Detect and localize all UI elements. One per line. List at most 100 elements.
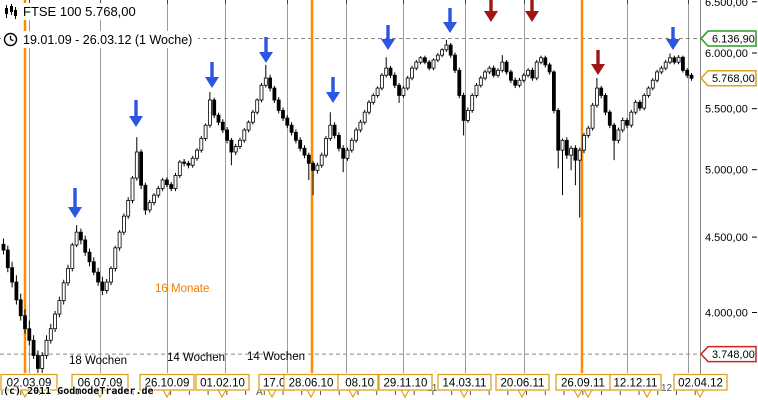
price-tags: 6.136,90 5.768,00 3.748,00 bbox=[699, 30, 757, 363]
cycle-width-label: 18 Wochen bbox=[69, 355, 127, 367]
candle-up bbox=[44, 339, 49, 356]
candle-down bbox=[504, 61, 509, 73]
clock-icon bbox=[3, 32, 18, 47]
candle-up bbox=[126, 200, 131, 217]
candle-down bbox=[448, 44, 453, 56]
candle-down bbox=[298, 139, 303, 149]
date-tag: 14.03.11 bbox=[437, 373, 492, 399]
candle-down bbox=[139, 151, 144, 186]
marker-lines bbox=[0, 38, 700, 355]
candle-up bbox=[147, 202, 152, 211]
candle-up bbox=[470, 95, 475, 111]
price-grid bbox=[1, 0, 696, 395]
candle-down bbox=[100, 281, 105, 291]
y-axis-label: 4.500,00 bbox=[705, 232, 748, 244]
candle-up bbox=[435, 54, 440, 61]
candle-down bbox=[685, 69, 690, 76]
date-axis-tags: 02.03.09 06.07.09 26.10.09 01.02.10 17.0 08.1… bbox=[0, 373, 728, 399]
cycle-width-label: 14 Wochen bbox=[247, 351, 305, 363]
blue-down-arrow-icon bbox=[205, 62, 219, 88]
candle-up bbox=[496, 69, 500, 76]
candle-down bbox=[461, 95, 466, 121]
candle-up bbox=[590, 104, 595, 129]
candle-up bbox=[130, 177, 135, 201]
candle-down bbox=[143, 184, 148, 211]
candle-up bbox=[324, 138, 328, 156]
blue-down-arrow-icon bbox=[381, 25, 395, 50]
candlestick-chart-icon bbox=[3, 4, 18, 19]
candle-up bbox=[384, 67, 389, 76]
candle-down bbox=[31, 339, 36, 356]
candle-down bbox=[491, 67, 496, 76]
date-tag: 12.12.11 bbox=[609, 373, 662, 399]
candle-down bbox=[457, 69, 462, 96]
candle-down bbox=[10, 267, 15, 283]
candle-up bbox=[577, 149, 582, 161]
date-tag: 08.10 bbox=[329, 373, 379, 399]
candle-down bbox=[556, 110, 561, 151]
svg-text:29.11.10: 29.11.10 bbox=[384, 378, 428, 390]
candle-down bbox=[513, 79, 518, 86]
candle-up bbox=[650, 79, 655, 89]
watermark: (c) 2011 GodmodeTrader.de bbox=[3, 386, 154, 397]
candle-up bbox=[74, 231, 79, 246]
candle-up bbox=[379, 74, 384, 89]
candle-up bbox=[40, 355, 45, 369]
candle-down bbox=[599, 87, 604, 96]
candle-down bbox=[182, 161, 187, 164]
candle-down bbox=[427, 61, 432, 69]
candle-up bbox=[414, 61, 419, 69]
price-tag: 5.768,00 bbox=[699, 69, 757, 87]
candle-up bbox=[122, 215, 126, 233]
candle-up bbox=[259, 84, 264, 101]
candle-down bbox=[285, 117, 290, 126]
candle-up bbox=[478, 77, 483, 86]
candle-up bbox=[668, 57, 672, 63]
candle-down bbox=[341, 147, 346, 159]
candle-up bbox=[160, 179, 165, 189]
candle-up bbox=[560, 139, 565, 151]
date-tag: 28.06.10 bbox=[283, 373, 339, 399]
candle-down bbox=[216, 114, 221, 123]
candle-down bbox=[689, 74, 694, 79]
red-down-arrow-icon bbox=[591, 50, 605, 75]
candle-up bbox=[190, 157, 195, 166]
candle-down bbox=[91, 261, 96, 273]
candle-down bbox=[96, 271, 100, 283]
candle-down bbox=[87, 251, 92, 263]
candle-up bbox=[629, 111, 634, 126]
svg-text:5.768,00: 5.768,00 bbox=[712, 73, 755, 85]
svg-text:01.02.10: 01.02.10 bbox=[200, 378, 245, 390]
svg-text:17.0: 17.0 bbox=[263, 378, 285, 390]
candle-up bbox=[410, 67, 414, 79]
candle-up bbox=[199, 138, 204, 151]
candle-up bbox=[474, 84, 479, 96]
candle-down bbox=[14, 281, 19, 301]
candle-down bbox=[638, 101, 642, 109]
signal-arrows bbox=[68, 0, 680, 218]
y-axis: 6.500,00 6.000,00 5.500,00 5.000,00 4.500,00… bbox=[700, 0, 757, 392]
candle-down bbox=[543, 57, 548, 66]
candlestick-series[interactable] bbox=[1, 39, 694, 373]
candle-down bbox=[272, 87, 277, 101]
monate-label: 16 Monate bbox=[155, 283, 209, 295]
candle-down bbox=[453, 54, 457, 71]
instrument-title: FTSE 100 5.768,00 bbox=[23, 4, 136, 19]
candle-down bbox=[332, 124, 337, 136]
y-axis-label: 6.000,00 bbox=[705, 48, 748, 60]
candle-up bbox=[152, 194, 156, 203]
y-axis-label: 5.500,00 bbox=[705, 104, 748, 116]
svg-text:3.748,00: 3.748,00 bbox=[712, 349, 755, 361]
date-tag: 01.02.10 bbox=[195, 373, 250, 399]
candle-up bbox=[203, 124, 208, 139]
candle-up bbox=[405, 77, 410, 89]
candle-down bbox=[186, 162, 191, 166]
red-down-arrow-icon bbox=[484, 0, 498, 22]
candle-down bbox=[169, 184, 174, 189]
candle-down bbox=[336, 135, 341, 149]
candle-down bbox=[388, 67, 393, 76]
candle-up bbox=[500, 61, 505, 71]
date-range-row: 19.01.09 - 26.03.12 (1 Woche) bbox=[1, 31, 199, 48]
candle-down bbox=[547, 64, 552, 73]
